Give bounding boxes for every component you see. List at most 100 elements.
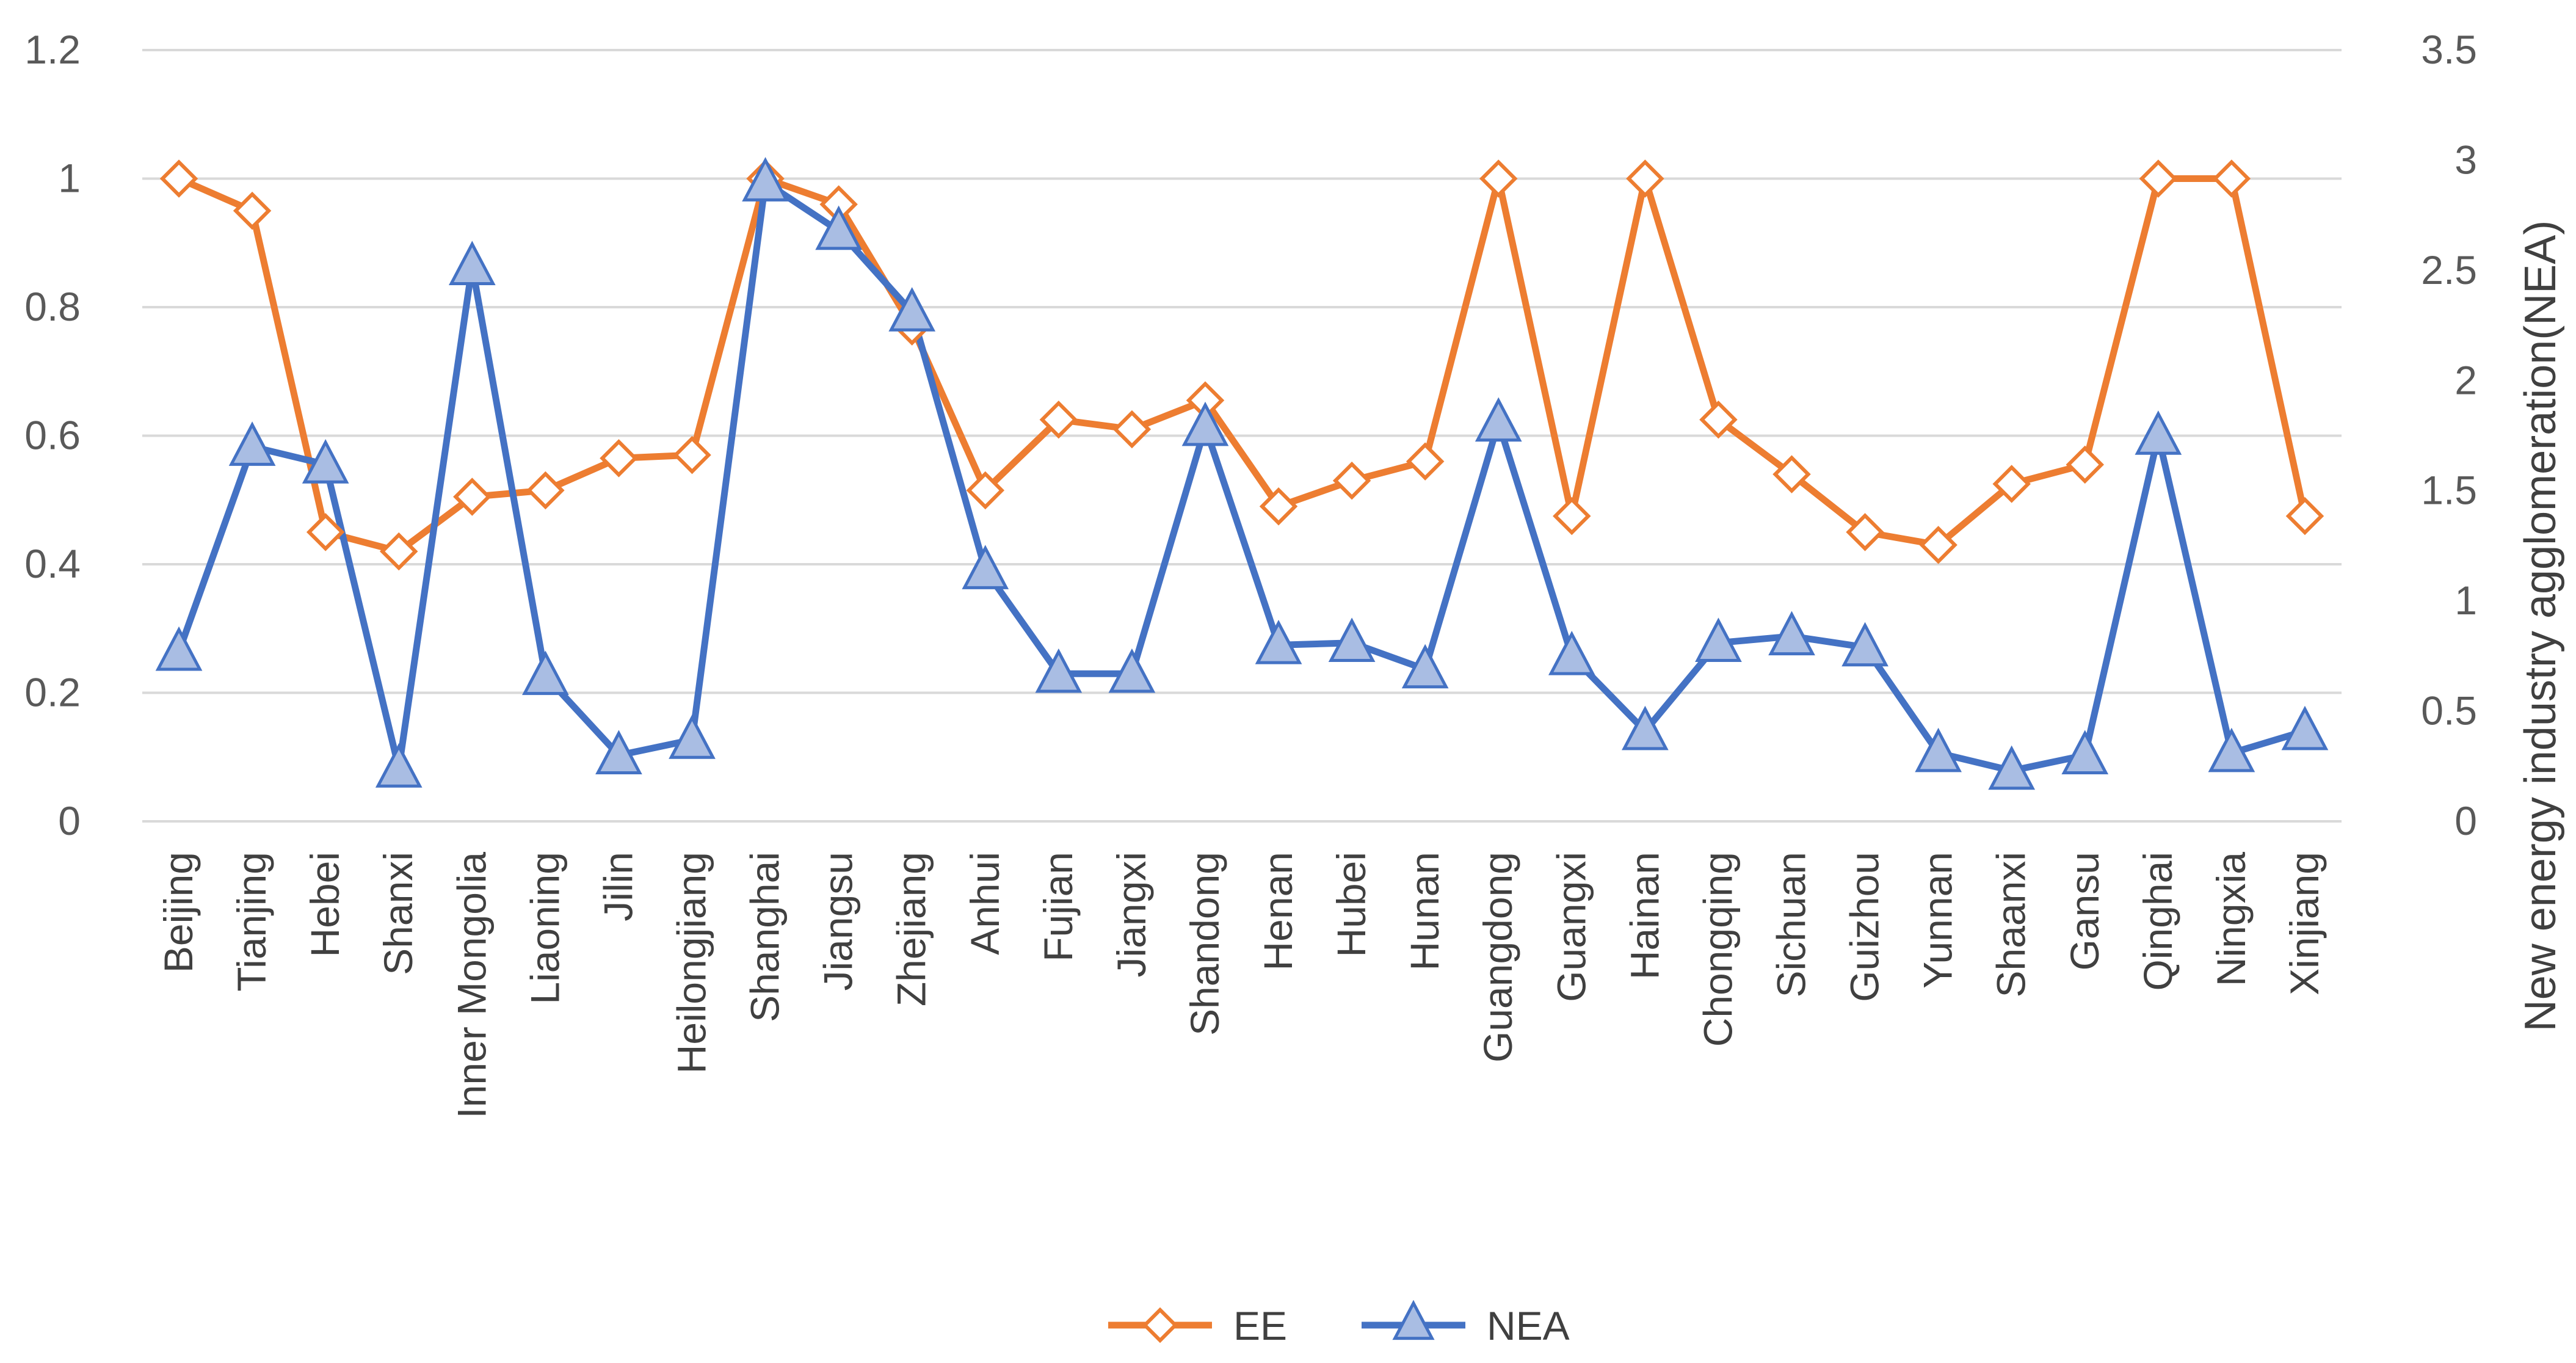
data-point-nea [375, 743, 423, 788]
data-point-ee [159, 159, 198, 198]
data-point-ee [1112, 410, 1152, 449]
data-point-nea [1548, 631, 1595, 675]
data-point-ee [2066, 445, 2105, 484]
data-point-ee [673, 435, 711, 474]
data-point-nea [1401, 644, 1449, 689]
data-point-ee [233, 191, 272, 230]
right-axis-ticks: 0 0.5 1 1.5 2 2.5 3 3.5 [2421, 27, 2477, 843]
category-label: Ningxia [2208, 852, 2254, 986]
data-point-ee [1332, 461, 1371, 500]
category-label: Jilin [595, 852, 640, 921]
data-point-nea [2061, 730, 2109, 775]
data-point-nea [228, 421, 276, 466]
legend-label-ee: EE [1233, 1303, 1287, 1348]
category-label: Shandong [1182, 852, 1227, 1036]
left-tick-label: 0.2 [24, 670, 81, 715]
category-label: Qinghai [2135, 852, 2180, 991]
data-point-nea [302, 439, 349, 484]
category-label: Yunnan [1915, 852, 1961, 989]
data-point-nea [1035, 648, 1083, 693]
data-point-ee [1406, 442, 1445, 481]
category-label: Beijing [156, 852, 201, 973]
series-markers [155, 157, 2329, 790]
category-label: Gansu [2062, 852, 2107, 970]
data-point-nea [1328, 617, 1376, 663]
category-label: Tianjing [229, 852, 274, 992]
category-label: Zhejiang [889, 852, 934, 1006]
left-tick-label: 0.6 [24, 413, 81, 458]
left-tick-label: 0 [58, 798, 81, 843]
data-point-ee [2139, 159, 2178, 198]
category-label: Guizhou [1842, 852, 1887, 1002]
data-point-ee [1039, 400, 1078, 439]
category-label: Jiangxi [1109, 852, 1154, 977]
legend: EE NEA [1108, 1299, 1570, 1348]
category-label: Shaanxi [1989, 852, 2034, 998]
data-point-ee [2285, 496, 2324, 536]
data-point-nea [1768, 611, 1815, 656]
data-point-ee [1992, 465, 2031, 503]
data-point-nea [1108, 648, 1156, 693]
data-point-ee [453, 478, 492, 516]
category-label: Jiangsu [816, 852, 861, 991]
right-tick-label: 1.5 [2421, 468, 2477, 513]
data-point-nea [2281, 705, 2329, 751]
right-tick-label: 3 [2454, 137, 2477, 182]
right-tick-label: 0.5 [2421, 688, 2477, 733]
right-tick-label: 2 [2454, 357, 2477, 402]
data-point-ee [1259, 487, 1298, 526]
data-point-nea [155, 626, 203, 671]
category-label: Chongqing [1695, 852, 1740, 1047]
gridlines [142, 49, 2342, 823]
data-point-ee [1919, 526, 1957, 564]
category-label: Shanghai [742, 852, 788, 1022]
category-label: Henan [1255, 852, 1301, 971]
data-point-nea [522, 650, 569, 696]
series-lines [175, 175, 2309, 774]
data-point-nea [888, 287, 936, 332]
data-point-nea [1475, 397, 1522, 442]
data-point-nea [595, 730, 642, 775]
data-point-ee [306, 513, 345, 551]
category-label: Fujian [1036, 852, 1081, 962]
legend-label-nea: NEA [1487, 1303, 1570, 1348]
data-point-ee [1479, 159, 1518, 198]
legend-marker-ee [1142, 1307, 1178, 1343]
left-tick-label: 0.4 [24, 541, 81, 586]
category-label: Liaoning [522, 852, 567, 1005]
data-point-nea [1841, 622, 1888, 667]
data-point-ee [379, 532, 418, 571]
category-label: Guangxi [1548, 852, 1594, 1002]
data-point-nea [448, 241, 496, 285]
right-tick-label: 0 [2454, 798, 2477, 843]
series-line-ee [177, 175, 2309, 555]
data-point-nea [669, 714, 716, 759]
left-tick-label: 0.8 [24, 284, 81, 329]
category-label: Hubei [1329, 852, 1374, 957]
data-point-nea [742, 157, 789, 202]
category-label: Sichuan [1769, 852, 1814, 998]
category-label: Guangdong [1475, 852, 1520, 1063]
data-point-nea [962, 545, 1009, 589]
category-label: Hunan [1402, 852, 1447, 971]
data-point-ee [966, 471, 1005, 510]
category-label: Hebei [302, 852, 347, 957]
data-point-ee [1553, 496, 1591, 536]
data-point-ee [526, 471, 565, 510]
data-point-nea [1988, 745, 2036, 790]
right-tick-label: 2.5 [2421, 247, 2477, 293]
right-tick-label: 1 [2454, 578, 2477, 623]
left-axis-ticks: 0 0.2 0.4 0.6 0.8 1 1.2 [24, 27, 81, 843]
data-point-ee [1846, 513, 1884, 551]
data-point-nea [2135, 410, 2182, 455]
right-tick-label: 3.5 [2421, 27, 2477, 72]
category-label: Hainan [1622, 852, 1667, 980]
data-point-nea [1255, 619, 1302, 664]
data-point-ee [1626, 159, 1664, 198]
legend-marker-nea [1392, 1299, 1435, 1340]
left-tick-label: 1.2 [24, 27, 81, 72]
data-point-ee [600, 439, 638, 478]
category-label: Xinjiang [2282, 852, 2327, 995]
left-tick-label: 1 [58, 156, 81, 201]
